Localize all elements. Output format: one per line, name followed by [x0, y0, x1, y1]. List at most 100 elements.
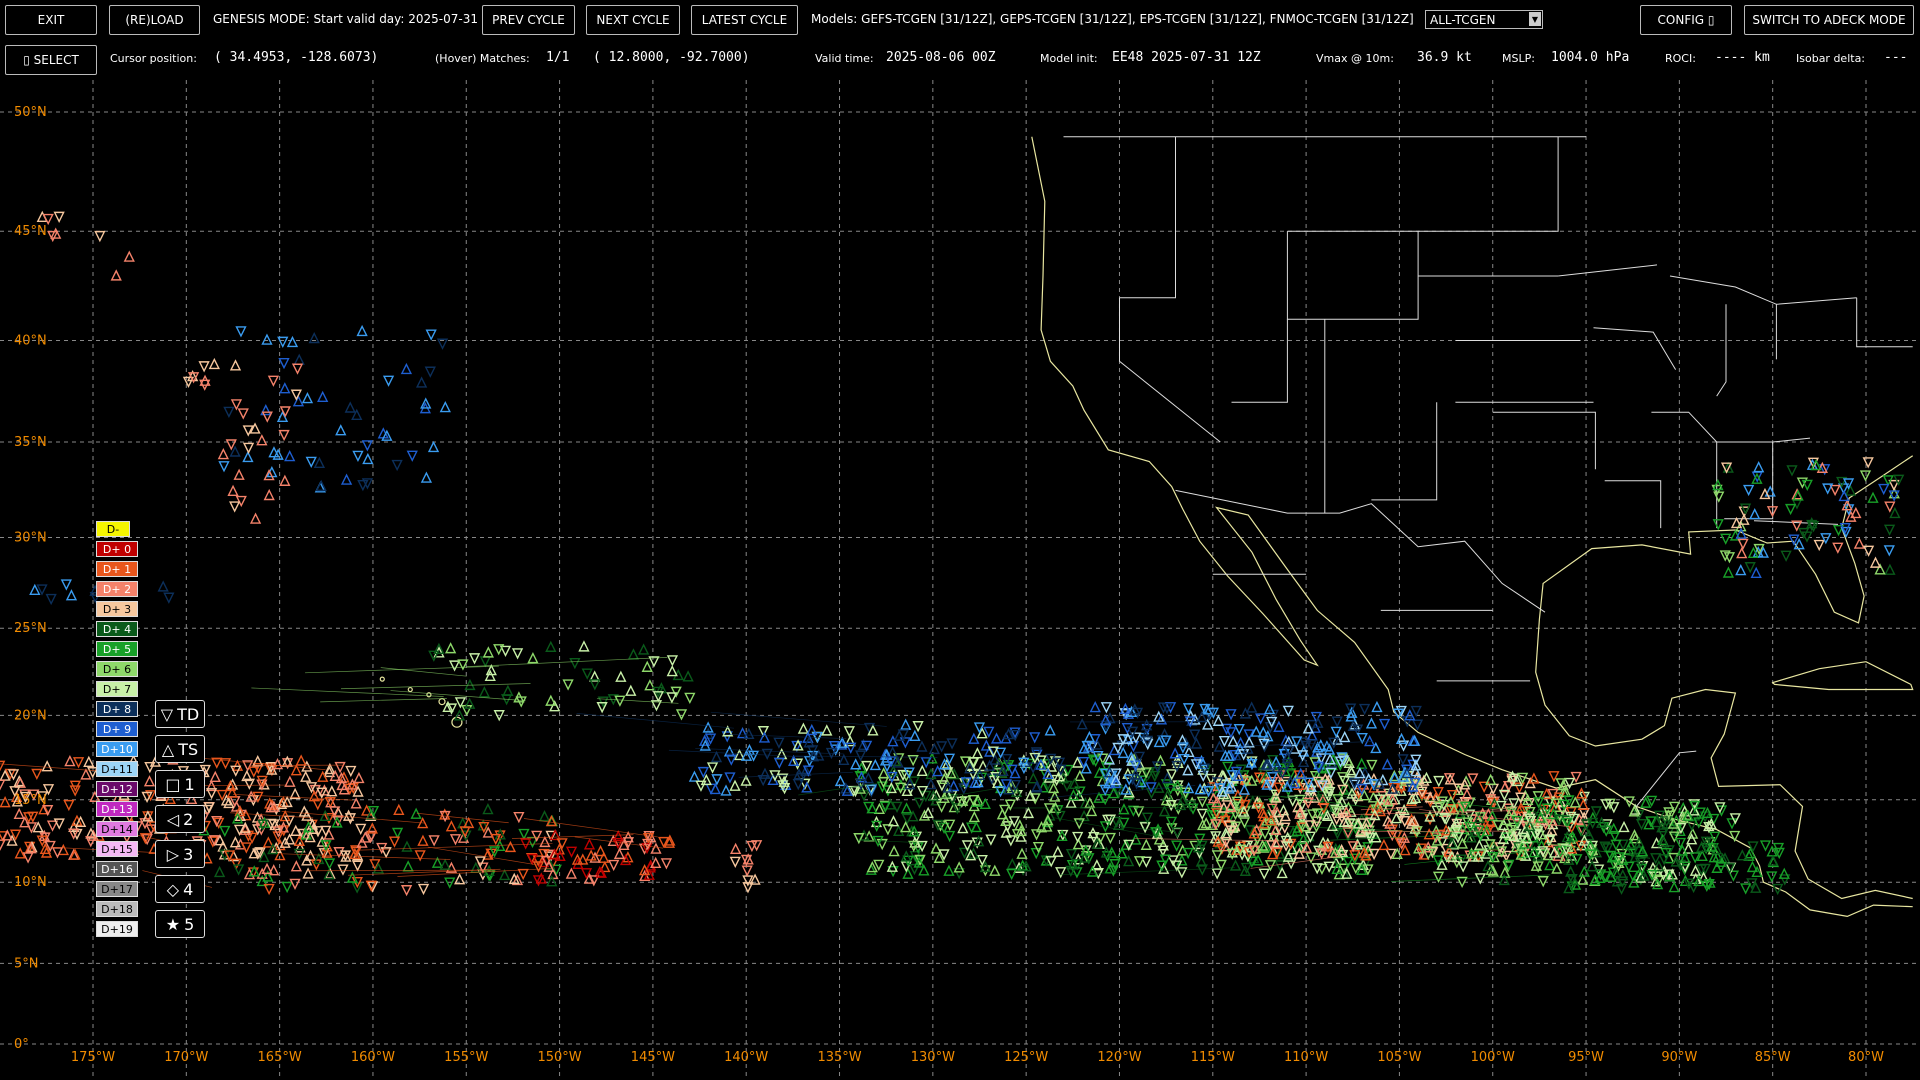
track-marker	[1424, 814, 1436, 826]
track-marker	[1325, 767, 1337, 779]
track-marker	[1626, 847, 1638, 859]
track-marker	[1300, 841, 1313, 853]
track-marker	[1129, 703, 1141, 715]
track-marker	[1323, 743, 1336, 755]
category-label: 4	[183, 879, 194, 899]
category-label: 3	[183, 844, 194, 864]
track-marker	[359, 831, 371, 843]
track-marker	[1840, 526, 1852, 539]
track-marker	[1305, 852, 1317, 864]
track-marker	[1617, 869, 1629, 881]
track-marker	[1340, 805, 1352, 818]
track-marker	[337, 864, 349, 876]
track-marker	[1000, 826, 1012, 838]
track-marker	[913, 797, 926, 809]
track-marker	[1566, 830, 1579, 842]
track-marker	[1140, 767, 1152, 779]
reload-button[interactable]: (RE)LOAD	[109, 5, 200, 35]
track-marker	[1171, 760, 1183, 773]
track-marker	[580, 868, 593, 880]
track-marker	[1757, 546, 1769, 558]
track-marker	[1087, 826, 1099, 839]
track-marker	[1682, 809, 1694, 821]
track-marker	[1550, 798, 1562, 810]
track-marker	[141, 833, 153, 846]
track-marker	[1750, 566, 1762, 579]
track-marker	[263, 883, 275, 896]
switch-mode-button[interactable]: SWITCH TO ADECK MODE	[1744, 5, 1914, 35]
track-marker	[444, 877, 456, 889]
track-marker	[220, 794, 233, 806]
track-marker	[1766, 506, 1779, 518]
track-marker	[1736, 849, 1748, 861]
model-select[interactable]: ALL-TCGEN ▼	[1425, 10, 1543, 29]
track-marker	[1472, 818, 1484, 830]
track-marker	[1883, 524, 1896, 536]
exit-button[interactable]: EXIT	[5, 5, 97, 35]
border-line	[1651, 411, 1811, 443]
track-marker	[1596, 816, 1608, 828]
select-button[interactable]: ▯ SELECT	[5, 45, 97, 75]
track-marker	[265, 801, 277, 813]
track-marker	[1145, 787, 1158, 800]
track-marker	[1035, 758, 1047, 770]
prev-cycle-button[interactable]: PREV CYCLE	[482, 5, 575, 35]
track-marker	[925, 777, 937, 790]
track-marker	[13, 807, 25, 819]
track-marker	[1332, 794, 1344, 806]
track-marker	[1265, 814, 1277, 826]
track-marker	[1617, 853, 1629, 865]
track-marker	[1599, 841, 1611, 853]
track-marker	[1792, 489, 1804, 501]
track-marker	[969, 776, 981, 789]
latest-cycle-button[interactable]: LATEST CYCLE	[691, 5, 798, 35]
track-marker	[828, 741, 841, 753]
track-marker	[301, 391, 314, 404]
lat-label: 20°N	[14, 708, 47, 723]
track-marker	[879, 801, 891, 813]
track-marker	[989, 753, 1001, 765]
track-marker	[281, 881, 293, 894]
track-marker	[1609, 859, 1621, 872]
track-marker	[1251, 795, 1263, 808]
track-marker	[478, 822, 490, 834]
track-marker	[1045, 856, 1057, 868]
track-marker	[1474, 873, 1486, 885]
track-marker	[1532, 791, 1544, 803]
track-marker	[741, 865, 753, 877]
track-map[interactable]: 175°W 170°W 165°W 160°W 155°W 150°W 145°W 140°W…	[0, 80, 1920, 1080]
category-label: 1	[184, 774, 195, 794]
track-marker	[1323, 861, 1335, 873]
track-marker	[994, 786, 1007, 798]
track-marker	[249, 512, 262, 524]
track-marker	[205, 779, 218, 792]
track-marker	[1065, 865, 1077, 877]
config-button[interactable]: CONFIG ▯	[1640, 5, 1732, 35]
track-marker	[862, 772, 874, 784]
track-marker	[902, 867, 914, 879]
day-legend-item: D+ 8	[96, 701, 138, 717]
track-marker	[545, 814, 558, 827]
track-marker	[1104, 832, 1116, 845]
track-marker	[1627, 870, 1639, 882]
track-marker	[1027, 772, 1039, 784]
track-marker	[1537, 876, 1549, 888]
next-cycle-button[interactable]: NEXT CYCLE	[586, 5, 680, 35]
track-marker	[1456, 876, 1468, 888]
track-marker	[65, 589, 78, 601]
track-marker	[1211, 795, 1223, 808]
track-marker	[1388, 771, 1401, 783]
track-marker	[323, 868, 335, 880]
track-marker	[1225, 727, 1237, 739]
track-marker	[1153, 710, 1165, 722]
track-marker	[920, 790, 932, 803]
track-marker	[1349, 794, 1362, 806]
track-marker	[42, 805, 54, 817]
track-marker	[928, 742, 941, 755]
track-marker	[1505, 825, 1517, 837]
track-marker	[393, 803, 405, 815]
track-marker	[1190, 737, 1203, 749]
track-marker	[1577, 798, 1589, 811]
track-marker	[254, 847, 266, 859]
track-marker	[1370, 831, 1382, 843]
